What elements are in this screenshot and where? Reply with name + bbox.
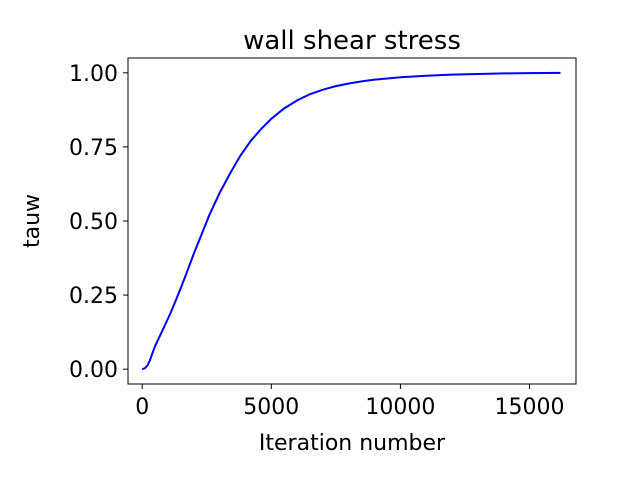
plot-area — [127, 57, 577, 385]
y-axis: 0.00 0.25 0.50 0.75 1.00 — [69, 62, 128, 383]
y-tick-label: 0.75 — [69, 136, 118, 161]
x-axis-label: Iteration number — [259, 431, 446, 456]
x-axis: 0 5000 10000 15000 — [135, 384, 565, 420]
x-tick-label: 0 — [135, 395, 149, 420]
chart-title: wall shear stress — [243, 26, 461, 56]
y-tick-label: 0.00 — [69, 358, 118, 383]
y-axis-label: tauw — [20, 194, 45, 248]
series-line-0 — [141, 71, 561, 371]
y-tick-label: 0.50 — [69, 210, 118, 235]
y-tick-label: 0.25 — [69, 284, 118, 309]
plot-frame — [127, 57, 577, 385]
x-tick-label: 10000 — [365, 395, 435, 420]
y-tick-label: 1.00 — [69, 62, 118, 87]
x-tick-label: 15000 — [495, 395, 565, 420]
x-tick-label: 5000 — [243, 395, 299, 420]
